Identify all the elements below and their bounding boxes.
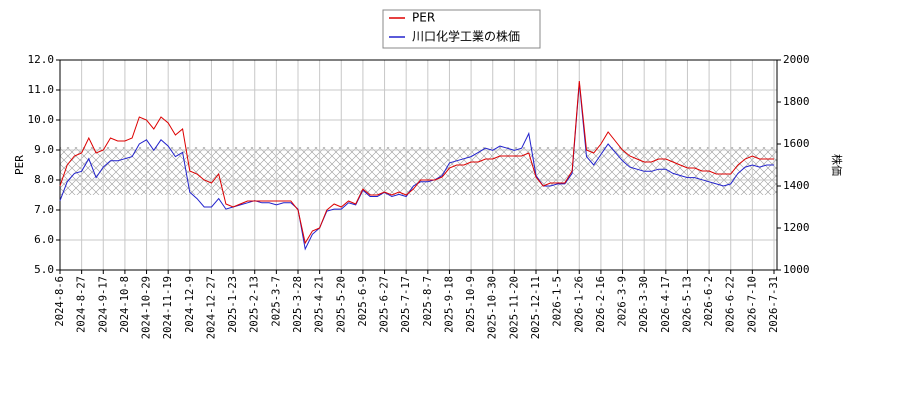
x-tick-label: 2024-10-8: [119, 276, 131, 333]
y2-tick-label: 1200: [783, 221, 810, 234]
y2-tick-label: 1600: [783, 137, 810, 150]
x-tick-label: 2026-2-16: [595, 276, 607, 333]
x-tick-label: 2026-3-9: [617, 276, 629, 327]
band: [60, 147, 777, 195]
legend-label: PER: [412, 11, 435, 25]
y2-tick-label: 1000: [783, 263, 810, 276]
x-tick-label: 2025-11-20: [508, 276, 520, 339]
x-tick-label: 2025-12-11: [530, 276, 542, 339]
x-tick-label: 2025-3-7: [270, 276, 282, 327]
x-tick-label: 2024-9-17: [97, 276, 109, 333]
y2-tick-label: 1800: [783, 95, 810, 108]
x-tick-label: 2026-4-17: [660, 276, 672, 333]
y2-tick-label: 1400: [783, 179, 810, 192]
legend: PER 川口化学工業の株価: [382, 9, 541, 49]
x-tick-label: 2026-7-10: [746, 276, 758, 333]
x-tick-label: 2025-6-9: [357, 276, 369, 327]
y2-axis-label: 株価: [830, 154, 844, 176]
y-tick-label: 6.0: [34, 233, 54, 246]
x-tick-label: 2026-3-30: [638, 276, 650, 333]
y-tick-label: 12.0: [28, 53, 55, 66]
legend-label: 川口化学工業の株価: [412, 29, 520, 44]
x-tick-label: 2024-8-6: [54, 276, 66, 327]
y-tick-label: 10.0: [28, 113, 55, 126]
x-tick-label: 2025-5-20: [335, 276, 347, 333]
legend-box: [382, 9, 541, 49]
x-tick-label: 2025-7-17: [400, 276, 412, 333]
x-tick-label: 2025-1-23: [227, 276, 239, 333]
series-line: [59, 80, 774, 245]
x-tick-label: 2025-3-28: [292, 276, 304, 333]
x-tick-label: 2025-9-18: [443, 276, 455, 333]
x-tick-label: 2024-11-19: [162, 276, 174, 339]
x-tick-label: 2026-6-22: [725, 276, 737, 333]
x-tick-label: 2025-10-30: [487, 276, 499, 339]
x-tick-label: 2025-4-21: [314, 276, 326, 333]
y-tick-label: 7.0: [34, 203, 54, 216]
y-tick-label: 5.0: [34, 263, 54, 276]
x-tick-label: 2025-2-13: [249, 276, 261, 333]
x-tick-label: 2025-10-9: [465, 276, 477, 333]
plot-frame: [59, 59, 778, 271]
x-tick-label: 2026-6-2: [703, 276, 715, 327]
x-tick-label: 2026-1-26: [573, 276, 585, 333]
x-tick-label: 2026-7-31: [768, 276, 780, 333]
y-tick-label: 8.0: [34, 173, 54, 186]
x-tick-label: 2026-5-13: [681, 276, 693, 333]
y-tick-label: 9.0: [34, 143, 54, 156]
x-tick-label: 2024-10-29: [141, 276, 153, 339]
x-tick-label: 2025-8-7: [422, 276, 434, 327]
y2-tick-label: 2000: [783, 53, 810, 66]
x-tick-label: 2024-8-27: [76, 276, 88, 333]
x-tick-label: 2024-12-9: [184, 276, 196, 333]
x-tick-label: 2025-6-27: [379, 276, 391, 333]
y-axis-label: PER: [13, 155, 26, 175]
y-tick-label: 11.0: [28, 83, 55, 96]
x-tick-label: 2026-1-5: [552, 276, 564, 327]
x-tick-label: 2024-12-27: [205, 276, 217, 339]
